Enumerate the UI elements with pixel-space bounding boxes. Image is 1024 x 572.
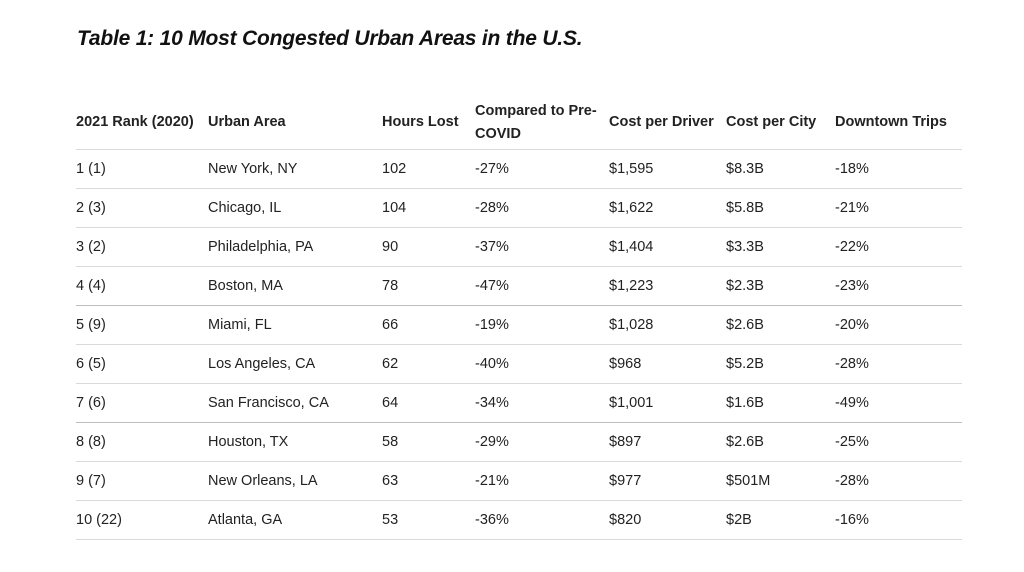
cell-downtown-trips: -28% (835, 344, 962, 384)
cell-cost-per-driver: $1,595 (609, 149, 726, 189)
cell-cost-per-city: $2B (726, 500, 835, 540)
cell-rank: 5 (9) (76, 305, 208, 345)
cell-compared: -40% (475, 344, 609, 384)
cell-urban-area: Atlanta, GA (208, 500, 382, 540)
header-hours-lost: Hours Lost (382, 96, 475, 150)
cell-compared: -19% (475, 305, 609, 345)
table-header-row: 2021 Rank (2020) Urban Area Hours Lost C… (76, 96, 962, 150)
cell-hours-lost: 58 (382, 422, 475, 462)
congestion-table: 2021 Rank (2020) Urban Area Hours Lost C… (76, 96, 962, 540)
cell-compared: -29% (475, 422, 609, 462)
cell-compared: -27% (475, 149, 609, 189)
cell-downtown-trips: -23% (835, 266, 962, 306)
cell-downtown-trips: -18% (835, 149, 962, 189)
table-row: 9 (7) New Orleans, LA 63 -21% $977 $501M… (76, 461, 962, 501)
table-row: 8 (8) Houston, TX 58 -29% $897 $2.6B -25… (76, 422, 962, 462)
header-urban-area: Urban Area (208, 96, 382, 150)
table-row: 6 (5) Los Angeles, CA 62 -40% $968 $5.2B… (76, 344, 962, 384)
table-row: 4 (4) Boston, MA 78 -47% $1,223 $2.3B -2… (76, 266, 962, 306)
cell-cost-per-city: $3.3B (726, 227, 835, 267)
cell-rank: 2 (3) (76, 188, 208, 228)
cell-compared: -37% (475, 227, 609, 267)
cell-cost-per-driver: $1,001 (609, 383, 726, 423)
congestion-table-container: 2021 Rank (2020) Urban Area Hours Lost C… (76, 96, 962, 540)
cell-rank: 10 (22) (76, 500, 208, 540)
cell-hours-lost: 78 (382, 266, 475, 306)
cell-cost-per-driver: $897 (609, 422, 726, 462)
header-compared-pre-covid: Compared to Pre- COVID (475, 96, 609, 150)
cell-rank: 3 (2) (76, 227, 208, 267)
cell-compared: -34% (475, 383, 609, 423)
table-row: 10 (22) Atlanta, GA 53 -36% $820 $2B -16… (76, 500, 962, 540)
cell-cost-per-city: $1.6B (726, 383, 835, 423)
header-downtown-trips: Downtown Trips (835, 96, 962, 150)
cell-hours-lost: 102 (382, 149, 475, 189)
table-title: Table 1: 10 Most Congested Urban Areas i… (77, 27, 583, 50)
cell-urban-area: Los Angeles, CA (208, 344, 382, 384)
cell-cost-per-city: $5.8B (726, 188, 835, 228)
cell-downtown-trips: -22% (835, 227, 962, 267)
table-row: 1 (1) New York, NY 102 -27% $1,595 $8.3B… (76, 149, 962, 189)
cell-cost-per-city: $8.3B (726, 149, 835, 189)
cell-cost-per-driver: $1,028 (609, 305, 726, 345)
cell-cost-per-city: $5.2B (726, 344, 835, 384)
header-compared-line2: COVID (475, 125, 521, 142)
cell-cost-per-driver: $977 (609, 461, 726, 501)
cell-downtown-trips: -20% (835, 305, 962, 345)
cell-urban-area: San Francisco, CA (208, 383, 382, 423)
header-rank: 2021 Rank (2020) (76, 96, 208, 150)
cell-downtown-trips: -21% (835, 188, 962, 228)
cell-downtown-trips: -16% (835, 500, 962, 540)
table-row: 5 (9) Miami, FL 66 -19% $1,028 $2.6B -20… (76, 305, 962, 345)
cell-hours-lost: 63 (382, 461, 475, 501)
cell-compared: -28% (475, 188, 609, 228)
cell-hours-lost: 90 (382, 227, 475, 267)
header-cost-per-driver: Cost per Driver (609, 96, 726, 150)
cell-compared: -21% (475, 461, 609, 501)
cell-cost-per-driver: $968 (609, 344, 726, 384)
cell-urban-area: Philadelphia, PA (208, 227, 382, 267)
cell-rank: 9 (7) (76, 461, 208, 501)
cell-downtown-trips: -28% (835, 461, 962, 501)
cell-cost-per-driver: $820 (609, 500, 726, 540)
cell-cost-per-city: $501M (726, 461, 835, 501)
cell-cost-per-driver: $1,404 (609, 227, 726, 267)
cell-urban-area: Houston, TX (208, 422, 382, 462)
cell-urban-area: Boston, MA (208, 266, 382, 306)
cell-rank: 7 (6) (76, 383, 208, 423)
cell-compared: -36% (475, 500, 609, 540)
cell-rank: 8 (8) (76, 422, 208, 462)
cell-rank: 1 (1) (76, 149, 208, 189)
cell-compared: -47% (475, 266, 609, 306)
header-cost-per-city: Cost per City (726, 96, 835, 150)
cell-urban-area: Miami, FL (208, 305, 382, 345)
cell-urban-area: New Orleans, LA (208, 461, 382, 501)
cell-hours-lost: 53 (382, 500, 475, 540)
cell-urban-area: New York, NY (208, 149, 382, 189)
header-compared-line1: Compared to Pre- (475, 102, 597, 119)
cell-cost-per-driver: $1,622 (609, 188, 726, 228)
cell-cost-per-city: $2.6B (726, 422, 835, 462)
cell-rank: 4 (4) (76, 266, 208, 306)
table-row: 2 (3) Chicago, IL 104 -28% $1,622 $5.8B … (76, 188, 962, 228)
cell-rank: 6 (5) (76, 344, 208, 384)
cell-hours-lost: 104 (382, 188, 475, 228)
cell-downtown-trips: -49% (835, 383, 962, 423)
cell-hours-lost: 66 (382, 305, 475, 345)
table-row: 3 (2) Philadelphia, PA 90 -37% $1,404 $3… (76, 227, 962, 267)
cell-hours-lost: 62 (382, 344, 475, 384)
cell-cost-per-city: $2.3B (726, 266, 835, 306)
table-row: 7 (6) San Francisco, CA 64 -34% $1,001 $… (76, 383, 962, 423)
cell-downtown-trips: -25% (835, 422, 962, 462)
cell-cost-per-city: $2.6B (726, 305, 835, 345)
cell-urban-area: Chicago, IL (208, 188, 382, 228)
cell-hours-lost: 64 (382, 383, 475, 423)
table-body: 1 (1) New York, NY 102 -27% $1,595 $8.3B… (76, 149, 962, 540)
cell-cost-per-driver: $1,223 (609, 266, 726, 306)
